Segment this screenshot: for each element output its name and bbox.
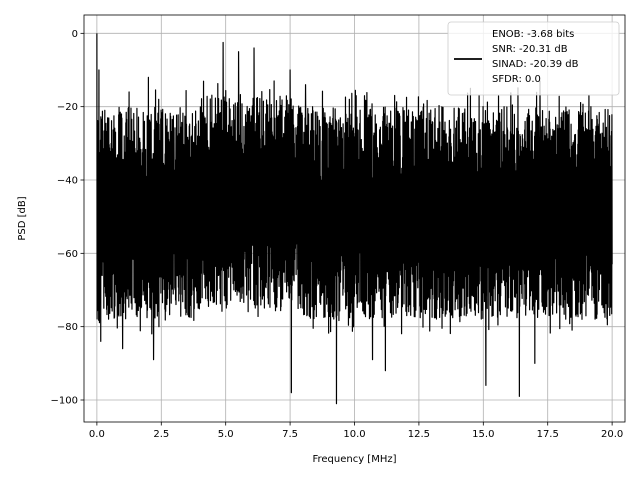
psd-series-line (96, 33, 613, 405)
legend-entry-line: SINAD: -20.39 dB (492, 59, 579, 70)
x-tick-label: 20.0 (601, 429, 623, 440)
x-tick-label: 7.5 (282, 429, 298, 440)
data-series (96, 33, 613, 405)
x-tick-label: 10.0 (343, 429, 365, 440)
x-tick-label: 12.5 (408, 429, 430, 440)
y-tick-label: −40 (57, 176, 78, 187)
x-tick-label: 0.0 (89, 429, 105, 440)
y-tick-label: −80 (57, 322, 78, 333)
legend: ENOB: -3.68 bits SNR: -20.31 dB SINAD: -20… (447, 21, 620, 96)
y-tick-label: −20 (57, 102, 78, 113)
x-tick-label: 5.0 (218, 429, 234, 440)
legend-entry-line: ENOB: -3.68 bits (492, 29, 574, 40)
y-tick-label: 0 (72, 29, 78, 40)
y-axis-label: PSD [dB] (17, 196, 28, 240)
legend-entry-line: SNR: -20.31 dB (492, 44, 568, 55)
y-tick-label: −60 (57, 249, 78, 260)
legend-box (447, 21, 620, 96)
x-axis-label: Frequency [MHz] (312, 454, 396, 465)
y-tick-label: −100 (51, 396, 78, 407)
x-tick-label: 17.5 (537, 429, 559, 440)
axis-ticks: 0.0 2.5 5.0 7.5 10.0 12.5 15.0 17.5 20.0 0 −20 −40 −… (51, 29, 624, 440)
x-tick-label: 15.0 (472, 429, 494, 440)
x-tick-label: 2.5 (153, 429, 169, 440)
legend-entry-line: SFDR: 0.0 (492, 74, 541, 85)
